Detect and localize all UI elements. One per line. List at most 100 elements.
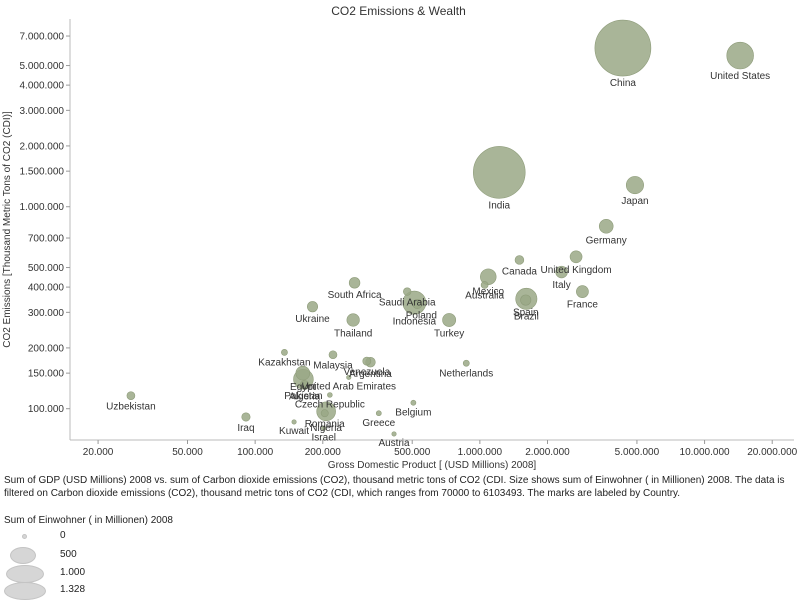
point-uzbekistan: [126, 391, 136, 400]
point-label-romania: Romania: [305, 419, 345, 430]
point-malaysia: [328, 350, 338, 360]
size-legend-item: 1.000: [4, 565, 124, 583]
point-label-australia: Australia: [465, 290, 504, 301]
point-austria: [391, 431, 397, 437]
size-legend-label: 1.328: [60, 584, 86, 595]
point-label-uzbekistan: Uzbekistan: [106, 402, 155, 413]
x-tick-label: 20.000.000: [747, 447, 797, 458]
point-ukraine: [306, 301, 319, 313]
size-legend-title: Sum of Einwohner ( in Millionen) 2008: [4, 515, 173, 526]
x-axis-title: Gross Domestic Product [ (USD Millions) …: [328, 460, 537, 470]
size-legend-swatch: [6, 565, 44, 583]
point-germany: [598, 219, 614, 234]
point-label-ukraine: Ukraine: [295, 314, 330, 325]
x-tick-label: 1.000.000: [458, 447, 503, 458]
chart-title: CO2 Emissions & Wealth: [331, 4, 466, 18]
y-tick-label: 100.000: [28, 404, 65, 415]
point-japan: [625, 176, 644, 195]
point-egypt: [295, 365, 311, 381]
y-axis-title: CO2 Emissions [Thousand Metric Tons of C…: [2, 111, 13, 348]
point-label-poland: Poland: [406, 311, 437, 322]
point-label-kazakhstan: Kazakhstan: [258, 357, 310, 368]
size-legend-item: 1.328: [4, 582, 124, 600]
point-label-canada: Canada: [502, 266, 537, 277]
point-italy: [555, 265, 568, 279]
point-label-pakistan: Pakistan: [284, 391, 322, 402]
size-legend: Sum of Einwohner ( in Millionen) 2008 0 5…: [4, 513, 204, 600]
point-label-brazil: Brazil: [514, 311, 539, 322]
point-venezuela: [362, 356, 372, 366]
point-label-china: China: [610, 78, 637, 89]
x-tick-label: 100.000: [237, 447, 274, 458]
point-czech-republic: [327, 392, 333, 398]
point-label-saudi-arabia: Saudi Arabia: [379, 297, 436, 308]
point-label-france: France: [567, 300, 599, 311]
point-turkey: [442, 313, 457, 327]
point-label-indonesia: Indonesia: [393, 316, 437, 327]
point-israel: [321, 425, 327, 431]
point-united-arab-emirates: [346, 374, 352, 380]
point-thailand: [346, 313, 360, 327]
point-poland: [412, 298, 423, 310]
y-tick-label: 3.000.000: [20, 106, 65, 117]
y-tick-label: 4.000.000: [20, 81, 65, 92]
point-label-turkey: Turkey: [434, 329, 464, 340]
x-tick-label: 5.000.000: [615, 447, 660, 458]
size-legend-label: 1.000: [60, 567, 86, 578]
point-united-kingdom: [569, 250, 583, 264]
size-legend-item: 500: [4, 547, 124, 565]
point-label-japan: Japan: [621, 196, 648, 207]
point-label-austria: Austria: [378, 438, 410, 449]
point-label-belgium: Belgium: [395, 407, 431, 418]
point-label-south-africa: South Africa: [328, 290, 382, 301]
point-label-united-states: United States: [710, 71, 770, 82]
chart-caption: Sum of GDP (USD Millions) 2008 vs. sum o…: [4, 475, 785, 499]
y-tick-label: 7.000.000: [20, 32, 65, 43]
point-iraq: [241, 412, 251, 422]
point-netherlands: [462, 359, 470, 367]
point-greece: [375, 410, 382, 417]
size-legend-label: 0: [60, 530, 66, 541]
point-france: [576, 285, 589, 298]
point-kuwait: [291, 419, 297, 425]
marks: [126, 19, 754, 437]
point-romania: [320, 409, 329, 418]
y-tick-label: 200.000: [28, 343, 65, 354]
point-label-egypt: Egypt: [290, 382, 316, 393]
y-tick-label: 300.000: [28, 308, 65, 319]
size-legend-label: 500: [60, 549, 77, 560]
y-tick-label: 150.000: [28, 369, 65, 380]
point-south-africa: [348, 277, 361, 289]
x-tick-label: 200.000: [305, 447, 342, 458]
point-label-greece: Greece: [362, 418, 395, 429]
point-saudi-arabia: [403, 287, 412, 296]
point-united-states: [726, 41, 754, 70]
y-tick-label: 1.000.000: [20, 202, 65, 213]
x-tick-label: 500.000: [394, 447, 431, 458]
point-label-netherlands: Netherlands: [439, 368, 493, 379]
point-label-mexico: Mexico: [472, 287, 504, 298]
point-label-argentina: Argentina: [349, 369, 392, 380]
y-tick-label: 5.000.000: [20, 61, 65, 72]
size-legend-item: 0: [4, 530, 124, 552]
point-belgium: [410, 399, 417, 406]
point-label-germany: Germany: [586, 235, 627, 246]
point-label-spain: Spain: [513, 307, 539, 318]
scatter-plot: 20.000 50.000 100.000 200.000 500.000 1.000.0…: [2, 19, 797, 470]
y-tick-label: 2.000.000: [20, 141, 65, 152]
point-label-malaysia: Malaysia: [313, 361, 353, 372]
x-tick-label: 20.000: [83, 447, 114, 458]
size-legend-swatch: [22, 534, 27, 539]
x-tick-label: 2.000.000: [525, 447, 570, 458]
point-china: [594, 19, 652, 77]
axes: 20.000 50.000 100.000 200.000 500.000 1.000.0…: [2, 19, 797, 470]
point-label-algeria: Algeria: [289, 392, 321, 403]
point-label-thailand: Thailand: [334, 328, 372, 339]
point-canada: [514, 255, 525, 265]
point-australia: [480, 281, 489, 289]
point-label-venezuela: Venezuela: [343, 367, 390, 378]
point-label-czech-republic: Czech Republic: [295, 399, 365, 410]
point-label-nigeria: Nigeria: [310, 423, 342, 434]
x-tick-label: 50.000: [172, 447, 203, 458]
point-algeria: [299, 380, 310, 390]
